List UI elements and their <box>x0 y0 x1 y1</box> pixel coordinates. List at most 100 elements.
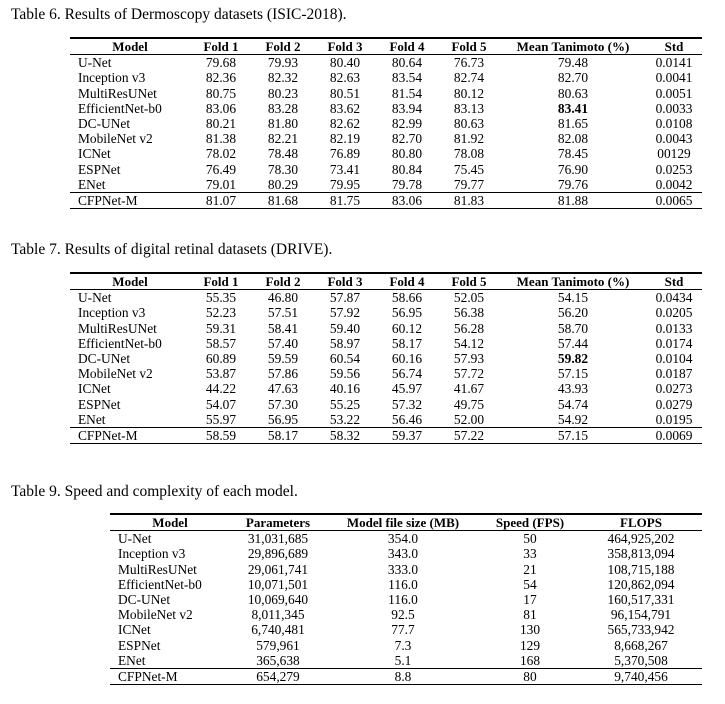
value-cell: 0.0069 <box>646 427 702 445</box>
table7-col-header: Std <box>646 272 702 291</box>
value-cell: 0.0043 <box>655 131 693 147</box>
value-cell: 57.87 <box>329 290 361 306</box>
value-cell: 82.70 <box>391 131 423 147</box>
table-row: DC-UNet 60.89 59.59 60.54 60.16 57.93 59.82 0.0… <box>70 351 702 366</box>
model-name-cell: U-Net <box>118 531 152 547</box>
value-cell: 0.0042 <box>655 176 693 192</box>
value-cell: 43.93 <box>557 381 589 397</box>
value-cell: 80.75 <box>205 85 237 101</box>
value-cell: 81.07 <box>190 192 252 210</box>
value-cell: 129 <box>519 637 541 653</box>
value-cell: 7.3 <box>394 637 412 653</box>
table9-col-header: Speed (FPS) <box>480 513 580 532</box>
model-name-cell: MultiResUNet <box>78 320 157 336</box>
value-cell: 80.80 <box>391 146 423 162</box>
model-name-cell: Inception v3 <box>78 305 146 321</box>
value-cell: 80.63 <box>453 116 485 132</box>
value-cell: 116.0 <box>388 576 418 592</box>
value-cell: 58.59 <box>190 427 252 445</box>
value-cell: 343.0 <box>387 546 419 562</box>
table6-col-header: Fold 3 <box>314 37 376 56</box>
table7-col-header: Fold 3 <box>314 272 376 291</box>
value-cell: 130 <box>519 622 541 638</box>
table-row: DC-UNet 10,069,640 116.0 17 160,517,331 <box>110 592 702 607</box>
value-cell: 59.59 <box>267 351 299 367</box>
value-cell: 54.74 <box>557 396 589 412</box>
table9-col-header: FLOPS <box>580 513 702 532</box>
value-cell: 358,813,094 <box>607 546 675 562</box>
table-row: ICNet 6,740,481 77.7 130 565,733,942 <box>110 622 702 637</box>
value-cell: 76.90 <box>557 161 589 177</box>
value-cell: 0.0434 <box>655 290 693 306</box>
value-cell: 82.19 <box>329 131 361 147</box>
table6: Model Fold 1 Fold 2 Fold 3 Fold 4 Fold 5 Mean … <box>70 37 702 210</box>
value-cell: 116.0 <box>388 592 418 608</box>
value-cell: 55.97 <box>205 411 237 427</box>
table-row: U-Net 79.68 79.93 80.40 80.64 76.73 79.48 0.014… <box>70 55 702 71</box>
value-cell: 82.62 <box>329 116 361 132</box>
value-cell: 59.31 <box>205 320 237 336</box>
value-cell: 108,715,188 <box>607 561 675 577</box>
table9-header-row: Model Parameters Model file size (MB) Speed… <box>110 513 702 532</box>
model-name-cell: MobileNet v2 <box>118 607 193 623</box>
value-cell: 0.0187 <box>655 366 693 382</box>
model-name-cell: DC-UNet <box>118 592 171 608</box>
table7-col-header: Fold 5 <box>438 272 500 291</box>
value-cell: 83.06 <box>376 192 438 210</box>
value-cell: 82.70 <box>557 70 589 86</box>
value-cell: 80.40 <box>329 55 361 71</box>
table-row: MobileNet v2 53.87 57.86 59.56 56.74 57.72 57.… <box>70 366 702 381</box>
value-cell: 78.30 <box>267 161 299 177</box>
value-cell: 0.0041 <box>655 70 693 86</box>
table-row: MultiResUNet 80.75 80.23 80.51 81.54 80.12 80.… <box>70 86 702 101</box>
value-cell: 54 <box>523 576 537 592</box>
table-row: ESPNet 76.49 78.30 73.41 80.84 75.45 76.90 0.02… <box>70 162 702 177</box>
table-row: ENet 55.97 56.95 53.22 56.46 52.00 54.92 0.0195 <box>70 412 702 428</box>
value-cell: 56.46 <box>391 411 423 427</box>
value-cell: 10,069,640 <box>247 592 309 608</box>
model-name-cell: U-Net <box>78 55 112 71</box>
value-cell: 58.57 <box>205 335 237 351</box>
value-cell: 76.73 <box>453 55 485 71</box>
table7-caption: Table 7. Results of digital retinal data… <box>11 241 333 258</box>
table-row: CFPNet-M 654,279 8.8 80 9,740,456 <box>110 668 702 686</box>
value-cell: 57.15 <box>500 427 646 445</box>
model-name-cell: Inception v3 <box>78 70 146 86</box>
value-cell: 82.63 <box>329 70 361 86</box>
value-cell: 41.67 <box>453 381 485 397</box>
table6-header-row: Model Fold 1 Fold 2 Fold 3 Fold 4 Fold 5 Mean … <box>70 37 702 56</box>
table7-col-header: Fold 4 <box>376 272 438 291</box>
value-cell: 59.40 <box>329 320 361 336</box>
model-name-cell: CFPNet-M <box>70 192 190 210</box>
value-cell: 57.32 <box>391 396 423 412</box>
table-row: ESPNet 579,961 7.3 129 8,668,267 <box>110 638 702 653</box>
value-cell: 0.0104 <box>655 351 693 367</box>
value-cell: 9,740,456 <box>580 668 702 686</box>
value-cell: 57.15 <box>557 366 589 382</box>
table-row: Inception v3 29,896,689 343.0 33 358,813,094 <box>110 546 702 561</box>
table6-col-header: Fold 5 <box>438 37 500 56</box>
value-cell: 57.40 <box>267 335 299 351</box>
value-cell: 80.51 <box>329 85 361 101</box>
value-cell: 59.56 <box>329 366 361 382</box>
table-row: ICNet 44.22 47.63 40.16 45.97 41.67 43.93 0.027… <box>70 381 702 396</box>
value-cell: 82.21 <box>267 131 299 147</box>
table-row: ICNet 78.02 78.48 76.89 80.80 78.08 78.45 00129 <box>70 146 702 161</box>
value-cell: 31,031,685 <box>247 531 309 547</box>
value-cell: 60.16 <box>391 351 423 367</box>
model-name-cell: CFPNet-M <box>70 427 190 445</box>
table7-col-header: Fold 1 <box>190 272 252 291</box>
value-cell: 82.32 <box>267 70 299 86</box>
value-cell: 45.97 <box>391 381 423 397</box>
value-cell: 82.36 <box>205 70 237 86</box>
model-name-cell: ICNet <box>78 381 111 397</box>
model-name-cell: MultiResUNet <box>78 85 157 101</box>
value-cell: 96,154,791 <box>610 607 672 623</box>
value-cell: 52.00 <box>453 411 485 427</box>
table-row: MobileNet v2 8,011,345 92.5 81 96,154,791 <box>110 607 702 622</box>
value-cell: 29,896,689 <box>247 546 309 562</box>
value-cell: 56.28 <box>453 320 485 336</box>
model-name-cell: EfficientNet-b0 <box>118 576 202 592</box>
value-cell: 81.92 <box>453 131 485 147</box>
model-name-cell: Inception v3 <box>118 546 186 562</box>
